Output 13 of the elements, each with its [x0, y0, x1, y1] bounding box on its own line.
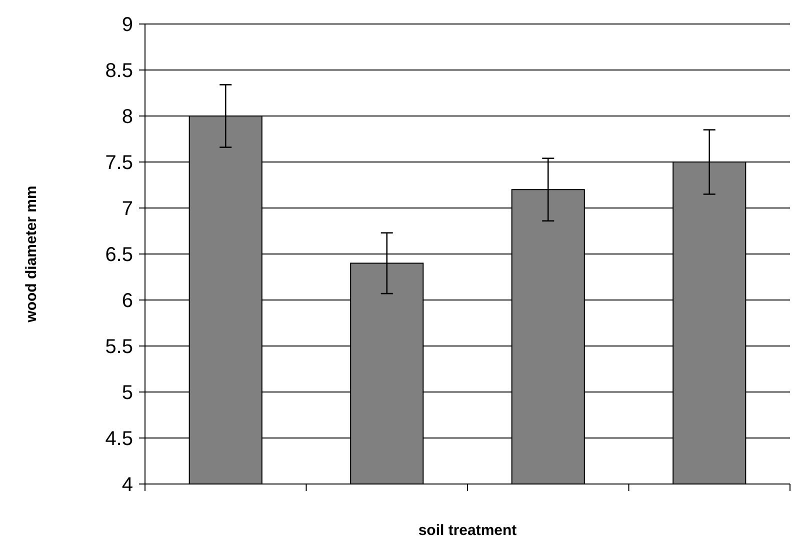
- y-tick-label: 9: [122, 14, 133, 36]
- y-tick-label: 5.5: [105, 336, 133, 358]
- y-tick-label: 6: [122, 290, 133, 312]
- y-tick-label: 7.5: [105, 152, 133, 174]
- y-tick-label: 4: [122, 474, 133, 496]
- x-axis-title: soil treatment: [418, 522, 517, 539]
- y-tick-label: 6.5: [105, 244, 133, 266]
- y-tick-label: 8.5: [105, 60, 133, 82]
- y-tick-label: 4.5: [105, 428, 133, 450]
- y-axis-title: wood diameter mm: [23, 186, 40, 324]
- y-tick-label: 5: [122, 382, 133, 404]
- y-tick-label: 7: [122, 198, 133, 220]
- y-tick-label: 8: [122, 106, 133, 128]
